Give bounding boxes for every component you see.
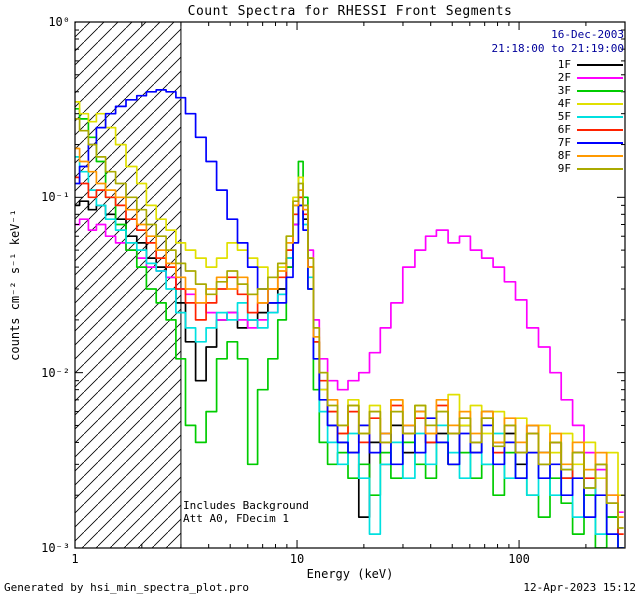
observation-time-range: 21:18:00 to 21:19:00 [491,42,624,55]
legend-entry-6F: 6F [558,123,623,136]
y-tick-label: 10⁻³ [41,541,70,555]
legend-dates: 16-Dec-2003 21:18:00 to 21:19:00 [492,28,624,56]
x-tick-label: 100 [508,552,530,566]
generator-credit: Generated by hsi_min_spectra_plot.pro [4,581,250,594]
x-tick-label: 10 [289,552,305,566]
legend-label: 2F [557,71,571,84]
legend-label: 7F [557,136,571,149]
annotation-attenuator-state: Att A0, FDecim 1 [183,512,289,525]
legend-swatch [577,102,623,105]
legend-label: 1F [557,58,571,71]
legend: 1F 2F 3F 4F 5F 6F 7F 8F 9F [558,58,623,175]
legend-swatch [577,128,623,131]
legend-label: 5F [557,110,571,123]
y-tick-label: 10⁰ [48,15,70,29]
legend-swatch [577,154,623,157]
legend-entry-7F: 7F [558,136,623,149]
x-axis-label: Energy (keV) [306,567,394,581]
plot-title: Count Spectra for RHESSI Front Segments [187,4,513,19]
legend-swatch [577,63,623,66]
series-line-7F [75,89,624,548]
observation-date: 16-Dec-2003 [551,28,624,41]
legend-label: 9F [557,162,571,175]
legend-swatch [577,141,623,144]
legend-entry-3F: 3F [558,84,623,97]
legend-label: 6F [557,123,571,136]
y-tick-label: 10⁻¹ [41,190,70,205]
legend-label: 4F [557,97,571,110]
annotation-includes-background: Includes Background [183,499,309,512]
axes-box [74,21,626,549]
legend-swatch [577,89,623,92]
y-axis-label: counts cm⁻² s⁻¹ keV⁻¹ [8,209,22,361]
legend-label: 3F [557,84,571,97]
legend-entry-2F: 2F [558,71,623,84]
x-tick-label: 1 [71,552,79,566]
generation-timestamp: 12-Apr-2023 15:12 [523,581,636,594]
legend-swatch [577,76,623,79]
legend-entry-9F: 9F [558,162,623,175]
legend-entry-8F: 8F [558,149,623,162]
legend-entry-1F: 1F [558,58,623,71]
series-line-9F [75,118,624,529]
hatch-region [75,22,181,548]
legend-swatch [577,167,623,170]
legend-swatch [577,115,623,118]
y-tick-label: 10⁻² [41,365,70,380]
legend-entry-4F: 4F [558,97,623,110]
legend-label: 8F [557,149,571,162]
legend-entry-5F: 5F [558,110,623,123]
